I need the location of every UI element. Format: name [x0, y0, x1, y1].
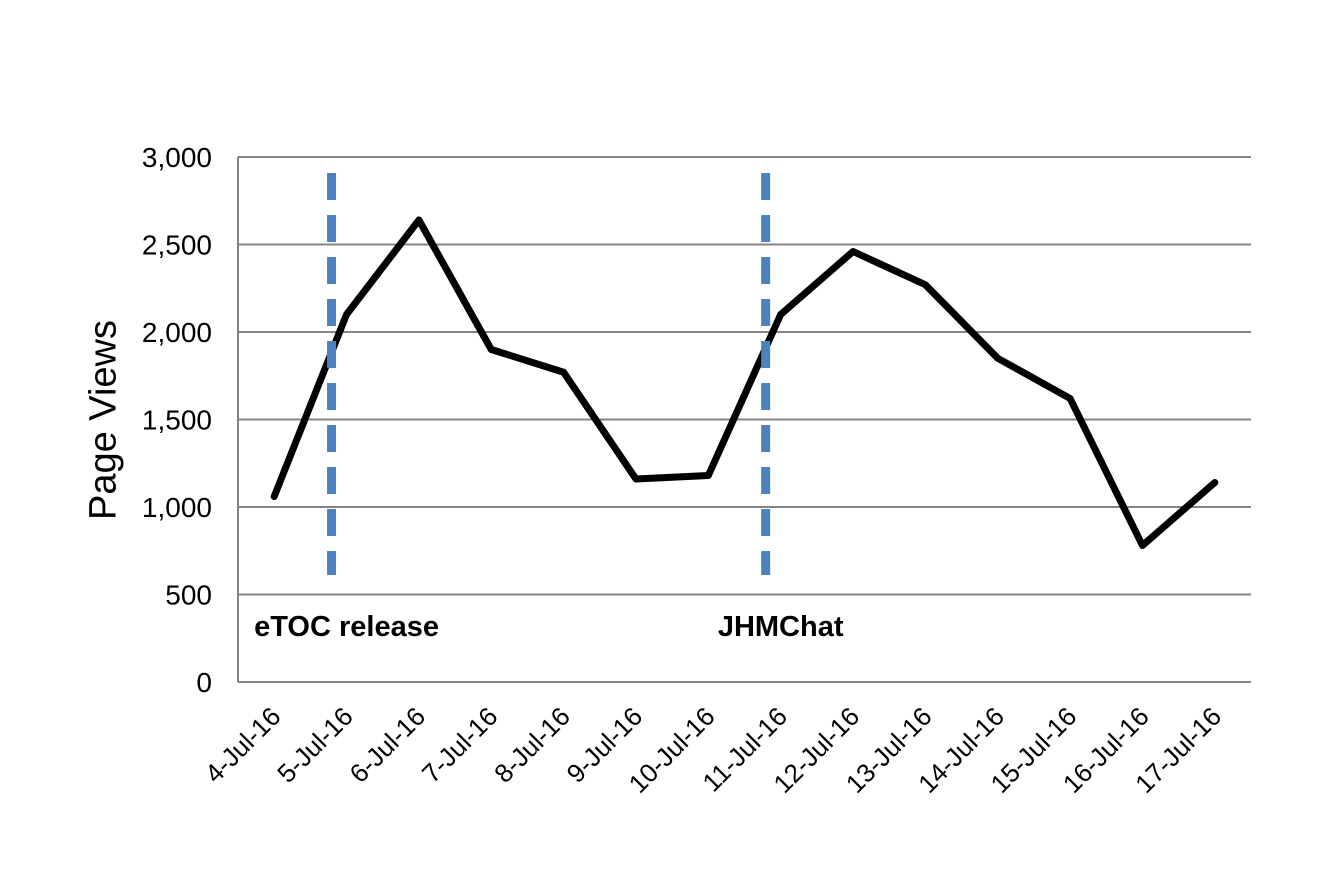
- annotation-label: eTOC release: [254, 611, 439, 643]
- y-tick-label: 2,500: [142, 230, 212, 261]
- y-axis-title: Page Views: [82, 320, 125, 520]
- annotation-label: JHMChat: [718, 611, 844, 643]
- x-tick-label: 7-Jul-16: [416, 701, 504, 789]
- y-tick-label: 500: [165, 580, 212, 611]
- y-tick-label: 3,000: [142, 142, 212, 173]
- y-tick-label: 1,500: [142, 405, 212, 436]
- y-tick-label: 2,000: [142, 317, 212, 348]
- y-tick-label: 1,000: [142, 492, 212, 523]
- y-tick-label: 0: [196, 667, 212, 698]
- x-tick-label: 8-Jul-16: [488, 701, 576, 789]
- x-tick-label: 4-Jul-16: [199, 701, 287, 789]
- x-tick-label: 5-Jul-16: [271, 701, 359, 789]
- series-line-page-views: [270, 216, 1219, 549]
- x-tick-label: 6-Jul-16: [343, 701, 431, 789]
